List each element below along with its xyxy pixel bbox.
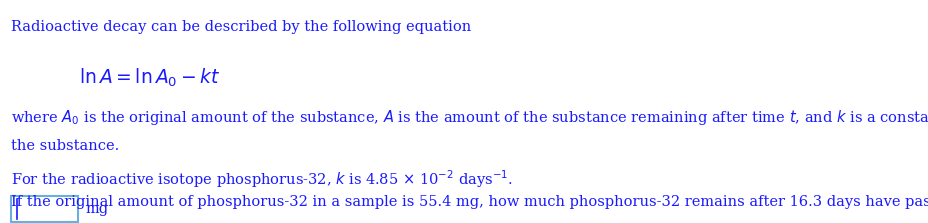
- Text: $\mathrm{ln}\,A = \mathrm{ln}\,A_0 - kt$: $\mathrm{ln}\,A = \mathrm{ln}\,A_0 - kt$: [79, 67, 220, 89]
- Text: the substance.: the substance.: [11, 139, 120, 153]
- Text: where $A_0$ is the original amount of the substance, $A$ is the amount of the su: where $A_0$ is the original amount of th…: [11, 108, 928, 127]
- FancyBboxPatch shape: [11, 196, 78, 222]
- Text: If the original amount of phosphorus-32 in a sample is 55.4 mg, how much phospho: If the original amount of phosphorus-32 …: [11, 195, 928, 209]
- Text: Radioactive decay can be described by the following equation: Radioactive decay can be described by th…: [11, 20, 470, 34]
- Text: For the radioactive isotope phosphorus-32, $k$ is 4.85 $\times$ 10$^{-2}$ days$^: For the radioactive isotope phosphorus-3…: [11, 168, 512, 190]
- Text: mg: mg: [85, 202, 109, 216]
